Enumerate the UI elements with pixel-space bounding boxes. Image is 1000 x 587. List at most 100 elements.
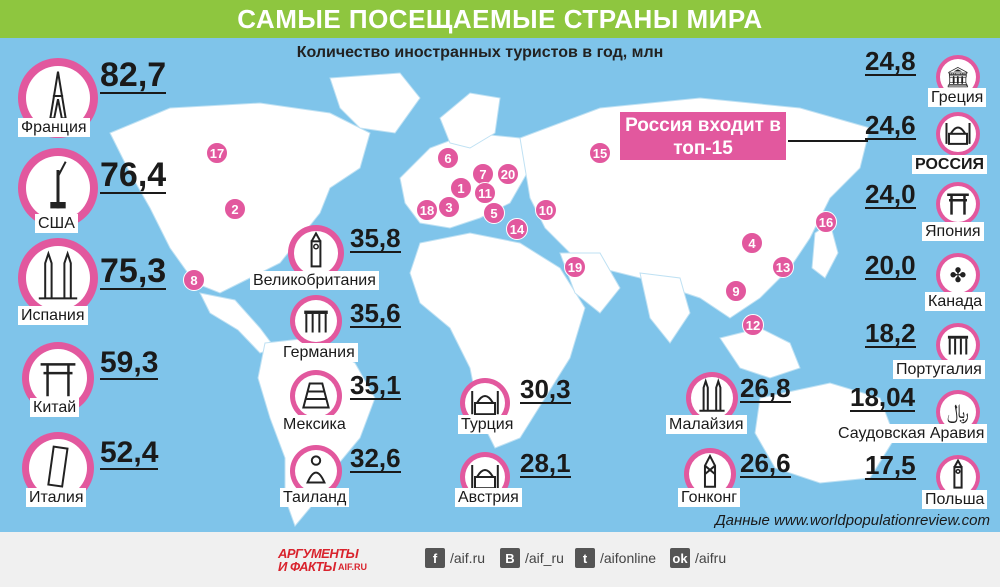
map-marker: 13 [772, 256, 794, 278]
map-marker: 9 [725, 280, 747, 302]
tourist-count-value: 28,1 [520, 448, 571, 478]
map-marker: 18 [416, 199, 438, 221]
big-ben-icon [294, 231, 338, 275]
twitter-icon: t [575, 548, 595, 568]
tourist-count-value: 32,6 [350, 443, 401, 473]
country-label: РОССИЯ [912, 155, 988, 174]
tourist-count-value: 82,7 [100, 56, 167, 94]
country-label: Греция [928, 88, 987, 107]
social-link[interactable]: f/aif.ru [425, 548, 485, 568]
maple-leaf-icon: ✤ [949, 264, 967, 287]
pyramid-icon [295, 375, 337, 417]
country-label: Великобритания [250, 271, 379, 290]
data-source: Данные www.worldpopulationreview.com [715, 512, 990, 529]
country-label: Австрия [455, 488, 522, 507]
chart-subtitle: Количество иностранных туристов в год, м… [296, 44, 664, 61]
aif-logo[interactable]: АРГУМЕНТЫ И ФАКТЫ AIF.RU [278, 546, 367, 574]
callout-connector [788, 140, 868, 142]
leaning-tower-icon [29, 439, 87, 497]
sagrada-familia-icon [26, 246, 90, 310]
country-icon-badge [936, 323, 980, 367]
map-marker: 11 [474, 182, 496, 204]
country-label: Португалия [893, 360, 985, 379]
map-marker: 20 [497, 163, 519, 185]
tourist-count-value: 59,3 [100, 346, 159, 380]
map-marker: 10 [535, 199, 557, 221]
vk-icon: B [500, 548, 520, 568]
country-label: Мексика [280, 415, 349, 434]
tourist-count-value: 24,8 [865, 46, 916, 76]
country-icon-badge [290, 370, 342, 422]
country-label: Китай [30, 398, 80, 417]
country-label: Германия [280, 343, 358, 362]
country-label: Франция [18, 118, 90, 137]
country-label: Польша [922, 490, 988, 509]
country-label: Япония [922, 222, 984, 241]
tourist-count-value: 26,8 [740, 373, 791, 403]
tourist-count-value: 26,6 [740, 448, 791, 478]
country-label: Испания [18, 306, 88, 325]
social-link[interactable]: B/aif_ru [500, 548, 564, 568]
country-icon-badge [936, 112, 980, 156]
tourist-count-value: 35,8 [350, 223, 401, 253]
pagoda-icon [29, 349, 87, 407]
social-handle: /aifru [695, 550, 727, 566]
kremlin-icon [940, 116, 976, 152]
social-link[interactable]: ok/aifru [670, 548, 726, 568]
map-marker: 4 [741, 232, 763, 254]
country-icon-badge [936, 182, 980, 226]
tourist-count-value: 52,4 [100, 436, 159, 470]
country-label: Саудовская Аравия [835, 424, 988, 443]
country-label: Турция [458, 415, 517, 434]
map-marker: 19 [564, 256, 586, 278]
country-label: Таиланд [280, 488, 350, 507]
map-marker: 12 [742, 314, 764, 336]
country-label: Гонконг [678, 488, 741, 507]
map-marker: 16 [815, 211, 837, 233]
skyscraper-icon [689, 453, 731, 495]
greek-column-icon: 🏛 [945, 66, 971, 89]
country-icon-badge [290, 295, 342, 347]
map-marker: 5 [483, 202, 505, 224]
russia-callout: Россия входит в топ-15 [618, 110, 788, 162]
odnoklassniki-icon: ok [670, 548, 690, 568]
social-link[interactable]: t/aifonline [575, 548, 656, 568]
tower-icon [940, 459, 976, 495]
country-icon-badge: ✤ [936, 253, 980, 297]
tourist-count-value: 30,3 [520, 374, 571, 404]
country-label: Италия [26, 488, 87, 507]
petronas-towers-icon [691, 377, 733, 419]
tourist-count-value: 24,0 [865, 179, 916, 209]
map-marker: 8 [183, 269, 205, 291]
church-icon [465, 457, 505, 497]
social-handle: /aif_ru [525, 550, 564, 566]
torii-gate-icon [940, 186, 976, 222]
facebook-icon: f [425, 548, 445, 568]
country-label: США [35, 214, 78, 233]
tourist-count-value: 75,3 [100, 252, 167, 290]
map-marker: 15 [589, 142, 611, 164]
country-label: Малайзия [666, 415, 747, 434]
tourist-count-value: 35,1 [350, 370, 401, 400]
buddha-icon [295, 450, 337, 492]
tourist-count-value: 18,2 [865, 318, 916, 348]
country-icon-badge [18, 238, 98, 318]
tourist-count-value: 35,6 [350, 298, 401, 328]
map-marker: 14 [506, 218, 528, 240]
tourist-count-value: 17,5 [865, 450, 916, 480]
social-handle: /aif.ru [450, 550, 486, 566]
social-handle: /aifonline [600, 550, 657, 566]
castle-icon [940, 327, 976, 363]
riyal-icon: ﷼ [946, 400, 970, 423]
map-marker: 2 [224, 198, 246, 220]
tourist-count-value: 20,0 [865, 250, 916, 280]
tourist-count-value: 76,4 [100, 156, 167, 194]
tourist-count-value: 18,04 [850, 382, 916, 412]
statue-of-liberty-icon [26, 156, 90, 220]
map-marker: 17 [206, 142, 228, 164]
mosque-icon [465, 383, 505, 423]
map-marker: 3 [438, 196, 460, 218]
tourist-count-value: 24,6 [865, 110, 916, 140]
country-label: Канада [925, 292, 986, 311]
title-bar: САМЫЕ ПОСЕЩАЕМЫЕ СТРАНЫ МИРА [0, 0, 1000, 38]
